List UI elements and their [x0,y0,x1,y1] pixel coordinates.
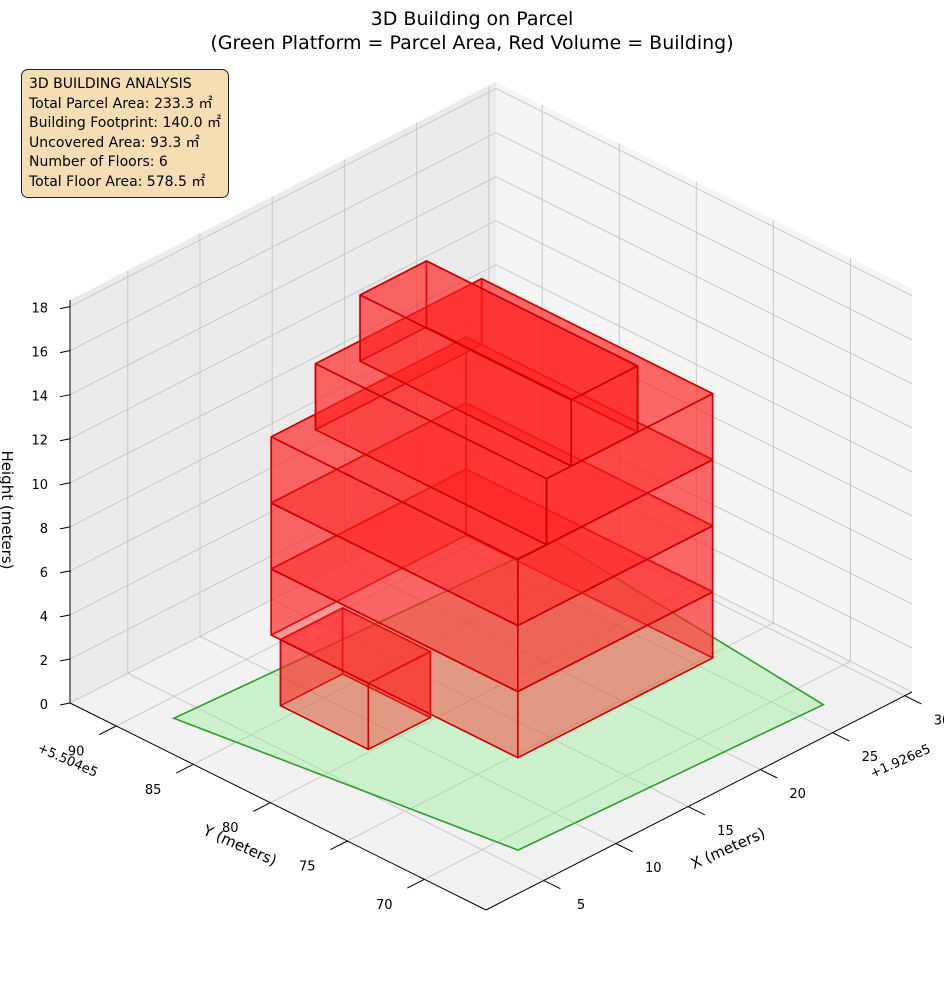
z-tick [59,658,71,662]
z-tick [59,438,71,442]
x-tick-label: 30 [934,713,944,728]
x-tick [687,806,706,816]
right-back-pane [496,82,912,692]
z-gridline [69,308,913,528]
info-line-parcel-area: Total Parcel Area: 233.3 ㎡ [29,95,213,112]
info-line-footprint: Building Footprint: 140.0 ㎡ [29,115,222,131]
z-gridline [69,264,913,484]
y-axis-line [69,702,487,911]
y-axis-label: Y (meters) [200,821,280,870]
z-tick-label: 14 [31,390,48,405]
z-tick-label: 8 [40,522,48,537]
tick-labels: 5 10 15 20 25 30 70 75 80 85 90 0 2 4 6 8 10 12 14 16 18 [31,302,944,913]
info-line-floors: Number of Floors: 6 [29,154,168,170]
x-tick-label: 15 [717,824,734,839]
axis-lines [59,300,922,911]
x-tick-label: 25 [862,750,879,765]
building-floor-3 [270,402,714,693]
x-tick [543,879,561,890]
z-tick-label: 12 [31,434,48,449]
z-tick [59,702,71,706]
info-line-uncovered: Uncovered Area: 93.3 ㎡ [29,134,200,151]
floor-pane [70,485,912,910]
y-tick-label: 90 [68,744,85,759]
z-gridline [69,88,913,308]
x-tick-label: 5 [577,898,585,913]
z-gridline [69,220,913,440]
z-gridline [69,176,913,396]
analysis-info-box: 3D BUILDING ANALYSIS Total Parcel Area: … [21,69,229,198]
axis-panes [70,82,912,910]
z-tick [59,306,71,310]
z-gridline [69,352,913,572]
x-tick [615,843,633,853]
z-gridline [69,132,913,352]
plot-area [171,260,825,851]
y-tick [98,725,117,736]
x-tick [832,732,850,742]
z-tick-label: 18 [31,302,48,317]
z-tick [59,350,71,354]
floor-top-face [314,277,714,480]
x-tick-label: 10 [645,861,662,876]
x-axis-line [485,691,913,911]
z-tick-label: 6 [40,566,48,581]
z-gridline [69,396,913,616]
z-tick [59,482,71,486]
z-gridline [69,484,913,704]
z-tick [59,526,71,530]
z-tick-label: 10 [31,478,48,493]
chart-title: 3D Building on Parcel [371,8,574,30]
z-tick-label: 0 [40,698,48,713]
building-floor-5 [314,277,714,546]
info-line-total-floor-area: Total Floor Area: 578.5 ㎡ [29,173,206,190]
y-tick-label: 85 [145,783,162,798]
grid-lines [69,85,913,881]
z-tick-label: 16 [31,346,48,361]
z-tick [59,570,71,574]
z-tick-label: 2 [40,654,48,669]
chart-subtitle: (Green Platform = Parcel Area, Red Volum… [210,32,733,54]
building-floor-1 [279,607,432,751]
y-tick [175,763,194,774]
z-axis-label: Height (meters) [0,451,16,570]
info-box-heading: 3D BUILDING ANALYSIS [29,76,192,92]
y-tick-label: 70 [376,898,393,913]
y-tick [253,802,271,812]
x-tick-label: 20 [789,787,806,802]
z-gridline [69,440,913,660]
left-back-pane [70,82,496,703]
building-floor-4 [270,336,714,627]
z-tick-label: 4 [40,610,48,625]
y-tick-label: 80 [222,821,239,836]
x-tick [904,695,922,705]
floor-top-face [359,260,639,401]
y-tick [407,878,425,889]
y-tick [330,840,348,851]
y-tick-label: 75 [299,859,316,874]
z-tick [59,614,71,618]
building-floor-6 [359,260,639,467]
z-tick [59,394,71,398]
x-tick [760,769,778,779]
